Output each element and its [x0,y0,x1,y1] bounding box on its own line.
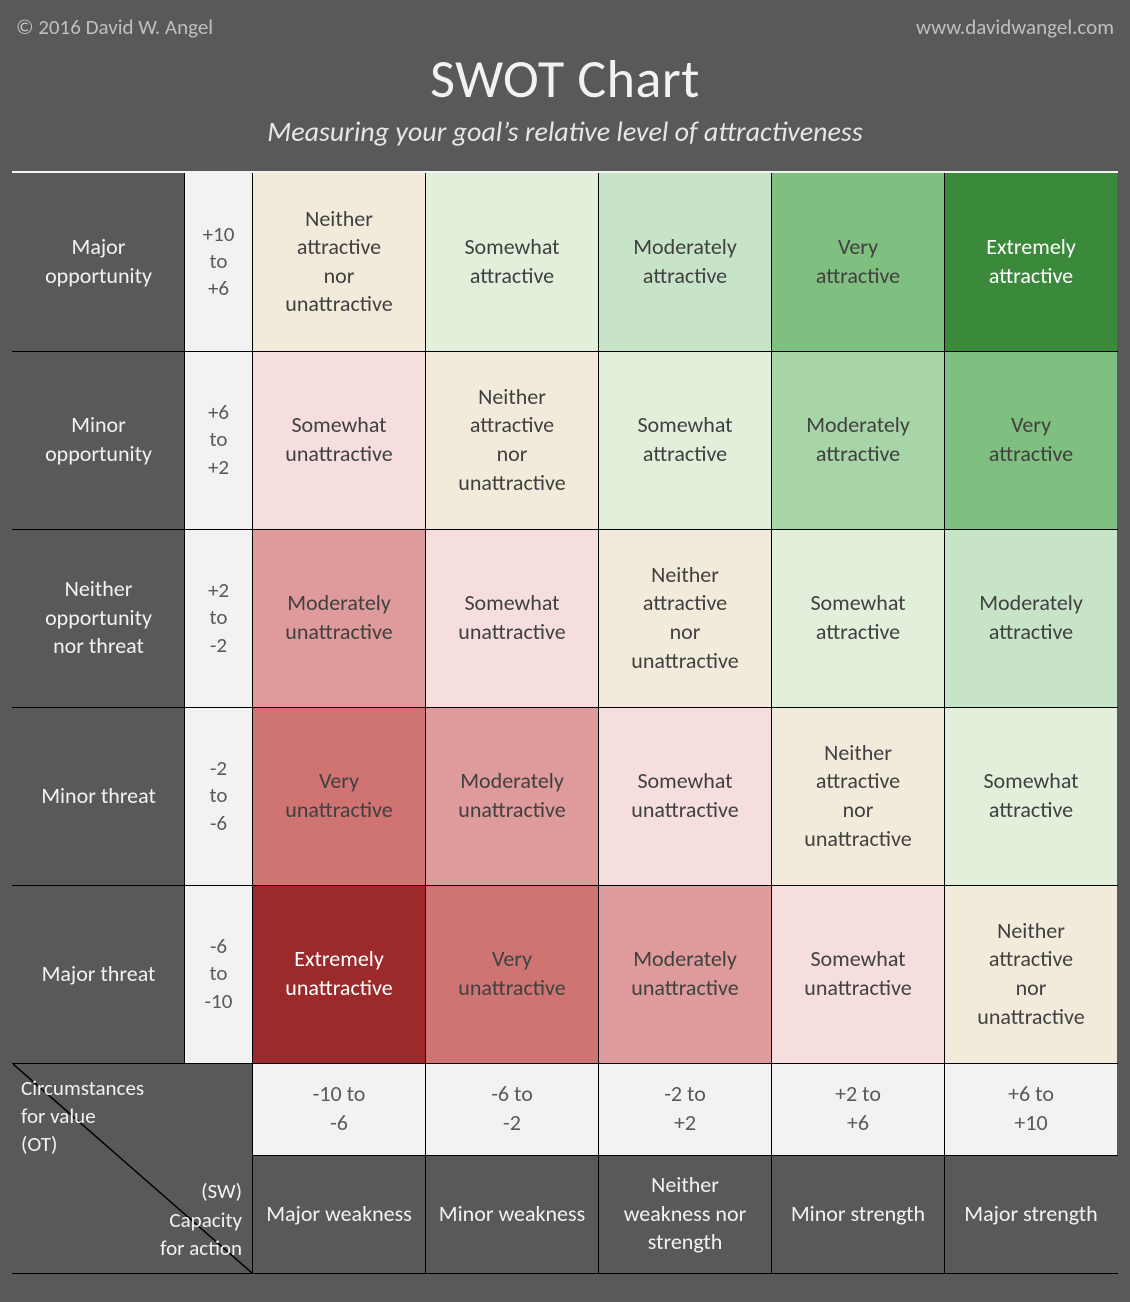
matrix-cell: Moderatelyunattractive [253,529,426,707]
matrix-cell: Moderatelyunattractive [426,707,599,885]
col-range: +2 to+6 [772,1063,945,1155]
matrix-cell: Moderatelyattractive [945,529,1118,707]
matrix-cell: Somewhatunattractive [599,707,772,885]
swot-chart: © 2016 David W. Angel www.davidwangel.co… [0,0,1130,1286]
matrix-cell: Somewhatattractive [426,173,599,351]
matrix-cell: Neitherattractivenorunattractive [426,351,599,529]
col-header: Minor weakness [426,1155,599,1273]
swot-grid: Majoropportunity+10to+6Neitherattractive… [12,173,1118,1274]
axis-corner: Circumstancesfor value(OT)(SW)Capacityfo… [13,1063,253,1273]
row-header: Major threat [13,885,185,1063]
matrix-cell: Veryattractive [772,173,945,351]
matrix-cell: Somewhatunattractive [253,351,426,529]
matrix-cell: Somewhatunattractive [772,885,945,1063]
matrix-cell: Veryunattractive [426,885,599,1063]
matrix-cell: Moderatelyattractive [772,351,945,529]
row-header: Minoropportunity [13,351,185,529]
row-header: Minor threat [13,707,185,885]
matrix-cell: Extremelyunattractive [253,885,426,1063]
matrix-cell: Somewhatunattractive [426,529,599,707]
row-range: -2to-6 [185,707,253,885]
matrix-cell: Somewhatattractive [772,529,945,707]
row-header: Neitheropportunitynor threat [13,529,185,707]
site-text: www.davidwangel.com [916,14,1114,40]
col-header: Neitherweakness norstrength [599,1155,772,1273]
axis-ot-label: Circumstancesfor value(OT) [21,1074,144,1159]
matrix-cell: Somewhatattractive [599,351,772,529]
matrix-cell: Neitherattractivenorunattractive [253,173,426,351]
col-range: -2 to+2 [599,1063,772,1155]
matrix-cell: Neitherattractivenorunattractive [772,707,945,885]
row-header: Majoropportunity [13,173,185,351]
row-range: +6to+2 [185,351,253,529]
matrix-cell: Moderatelyattractive [599,173,772,351]
row-range: -6to-10 [185,885,253,1063]
matrix-cell: Neitherattractivenorunattractive [599,529,772,707]
col-header: Major weakness [253,1155,426,1273]
col-header: Minor strength [772,1155,945,1273]
matrix-cell: Neitherattractivenorunattractive [945,885,1118,1063]
top-bar: © 2016 David W. Angel www.davidwangel.co… [12,10,1118,40]
matrix-cell: Somewhatattractive [945,707,1118,885]
col-range: +6 to+10 [945,1063,1118,1155]
matrix-cell: Moderatelyunattractive [599,885,772,1063]
col-range: -10 to-6 [253,1063,426,1155]
axis-sw-label: (SW)Capacityfor action [160,1177,242,1262]
col-range: -6 to-2 [426,1063,599,1155]
copyright-text: © 2016 David W. Angel [16,14,213,40]
col-header: Major strength [945,1155,1118,1273]
chart-title: SWOT Chart [12,46,1118,112]
title-block: SWOT Chart Measuring your goal’s relativ… [12,40,1118,173]
chart-subtitle: Measuring your goal’s relative level of … [12,114,1118,149]
matrix-cell: Veryunattractive [253,707,426,885]
matrix-cell: Veryattractive [945,351,1118,529]
row-range: +2to-2 [185,529,253,707]
row-range: +10to+6 [185,173,253,351]
matrix-cell: Extremelyattractive [945,173,1118,351]
